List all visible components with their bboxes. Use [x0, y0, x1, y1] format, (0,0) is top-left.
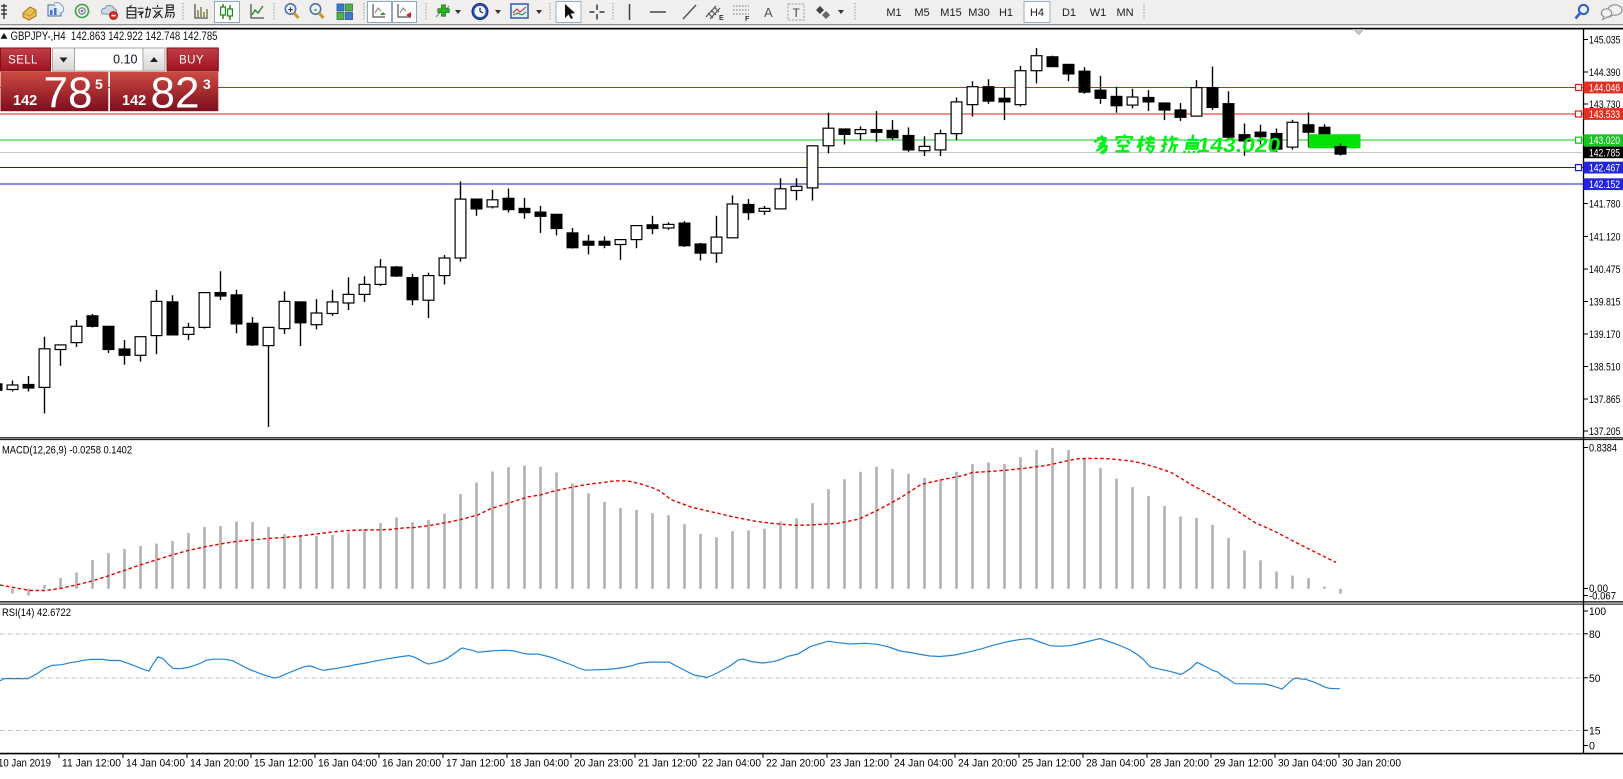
svg-text:M5: M5 [914, 7, 929, 19]
svg-text:M30: M30 [968, 7, 989, 19]
svg-text:15 Jan 12:00: 15 Jan 12:00 [254, 758, 313, 770]
svg-text:5: 5 [95, 76, 103, 92]
svg-text:145.035: 145.035 [1589, 35, 1621, 47]
svg-text:143.533: 143.533 [1589, 109, 1620, 121]
svg-text:137.205: 137.205 [1589, 426, 1621, 438]
svg-text:RSI(14) 42.6722: RSI(14) 42.6722 [2, 607, 71, 619]
svg-text:137.865: 137.865 [1589, 394, 1621, 406]
svg-text:E: E [719, 15, 724, 22]
svg-text:139.170: 139.170 [1589, 329, 1621, 341]
svg-text:BUY: BUY [179, 55, 204, 67]
svg-text:143.020: 143.020 [1196, 134, 1282, 157]
svg-text:15: 15 [1589, 725, 1601, 737]
svg-text:140.475: 140.475 [1589, 264, 1621, 276]
svg-text:144.046: 144.046 [1589, 83, 1620, 95]
svg-text:143.020: 143.020 [1589, 135, 1620, 147]
svg-text:16 Jan 20:00: 16 Jan 20:00 [382, 758, 441, 770]
svg-text:MN: MN [1116, 7, 1133, 19]
svg-text:F: F [745, 16, 750, 23]
svg-text:11 Jan 12:00: 11 Jan 12:00 [62, 758, 121, 770]
svg-text:0.10: 0.10 [113, 53, 137, 67]
svg-text:M1: M1 [886, 7, 901, 19]
svg-text:20 Jan 23:00: 20 Jan 23:00 [574, 758, 633, 770]
svg-text:A: A [764, 5, 773, 20]
svg-text:141.120: 141.120 [1589, 232, 1621, 244]
svg-text:3: 3 [203, 76, 211, 92]
svg-text:142: 142 [13, 93, 37, 109]
svg-text:22 Jan 04:00: 22 Jan 04:00 [702, 758, 761, 770]
svg-text:GBPJPY-,H4 142.863 142.922 14: GBPJPY-,H4 142.863 142.922 142.748 142.7… [11, 31, 218, 43]
svg-text:82: 82 [151, 69, 200, 118]
svg-text:21 Jan 12:00: 21 Jan 12:00 [638, 758, 697, 770]
svg-text:D1: D1 [1062, 7, 1076, 19]
svg-text:29 Jan 12:00: 29 Jan 12:00 [1214, 758, 1273, 770]
svg-text:H4: H4 [1030, 7, 1044, 19]
svg-text:16 Jan 04:00: 16 Jan 04:00 [318, 758, 377, 770]
svg-text:14 Jan 04:00: 14 Jan 04:00 [126, 758, 185, 770]
svg-text:139.815: 139.815 [1589, 297, 1621, 309]
svg-text:100: 100 [1589, 606, 1606, 618]
svg-text:144.390: 144.390 [1589, 67, 1621, 79]
svg-text:78: 78 [44, 69, 93, 118]
svg-text:H1: H1 [999, 7, 1013, 19]
svg-text:14 Jan 20:00: 14 Jan 20:00 [190, 758, 249, 770]
svg-text:28 Jan 04:00: 28 Jan 04:00 [1086, 758, 1145, 770]
svg-text:50: 50 [1589, 673, 1601, 685]
svg-text:T: T [793, 6, 801, 20]
svg-text:0: 0 [1589, 741, 1595, 753]
svg-text:22 Jan 20:00: 22 Jan 20:00 [766, 758, 825, 770]
svg-text:30 Jan 20:00: 30 Jan 20:00 [1342, 758, 1401, 770]
svg-text:142.467: 142.467 [1589, 163, 1620, 175]
svg-text:-: - [314, 4, 317, 14]
svg-text:142.152: 142.152 [1589, 179, 1620, 191]
svg-text:141.780: 141.780 [1589, 199, 1621, 211]
svg-text:W1: W1 [1090, 7, 1107, 19]
svg-text:142.785: 142.785 [1589, 147, 1620, 159]
svg-text:24 Jan 20:00: 24 Jan 20:00 [958, 758, 1017, 770]
svg-text:MACD(12,26,9) -0.0258 0.1402: MACD(12,26,9) -0.0258 0.1402 [2, 445, 132, 457]
svg-text:80: 80 [1589, 629, 1601, 641]
svg-text:M15: M15 [940, 7, 961, 19]
svg-text:138.510: 138.510 [1589, 362, 1621, 374]
svg-text:24 Jan 04:00: 24 Jan 04:00 [894, 758, 953, 770]
svg-text:28 Jan 20:00: 28 Jan 20:00 [1150, 758, 1209, 770]
svg-text:23 Jan 12:00: 23 Jan 12:00 [830, 758, 889, 770]
svg-text:30 Jan 04:00: 30 Jan 04:00 [1278, 758, 1337, 770]
svg-text:25 Jan 12:00: 25 Jan 12:00 [1022, 758, 1081, 770]
svg-text:18 Jan 04:00: 18 Jan 04:00 [510, 758, 569, 770]
svg-text:142: 142 [122, 93, 146, 109]
svg-text:+: + [288, 4, 293, 14]
svg-text:SELL: SELL [8, 55, 38, 67]
svg-text:10 Jan 2019: 10 Jan 2019 [0, 758, 51, 770]
svg-text:-0.067: -0.067 [1589, 591, 1616, 603]
svg-text:17 Jan 12:00: 17 Jan 12:00 [446, 758, 505, 770]
svg-text:0.8384: 0.8384 [1589, 443, 1617, 455]
